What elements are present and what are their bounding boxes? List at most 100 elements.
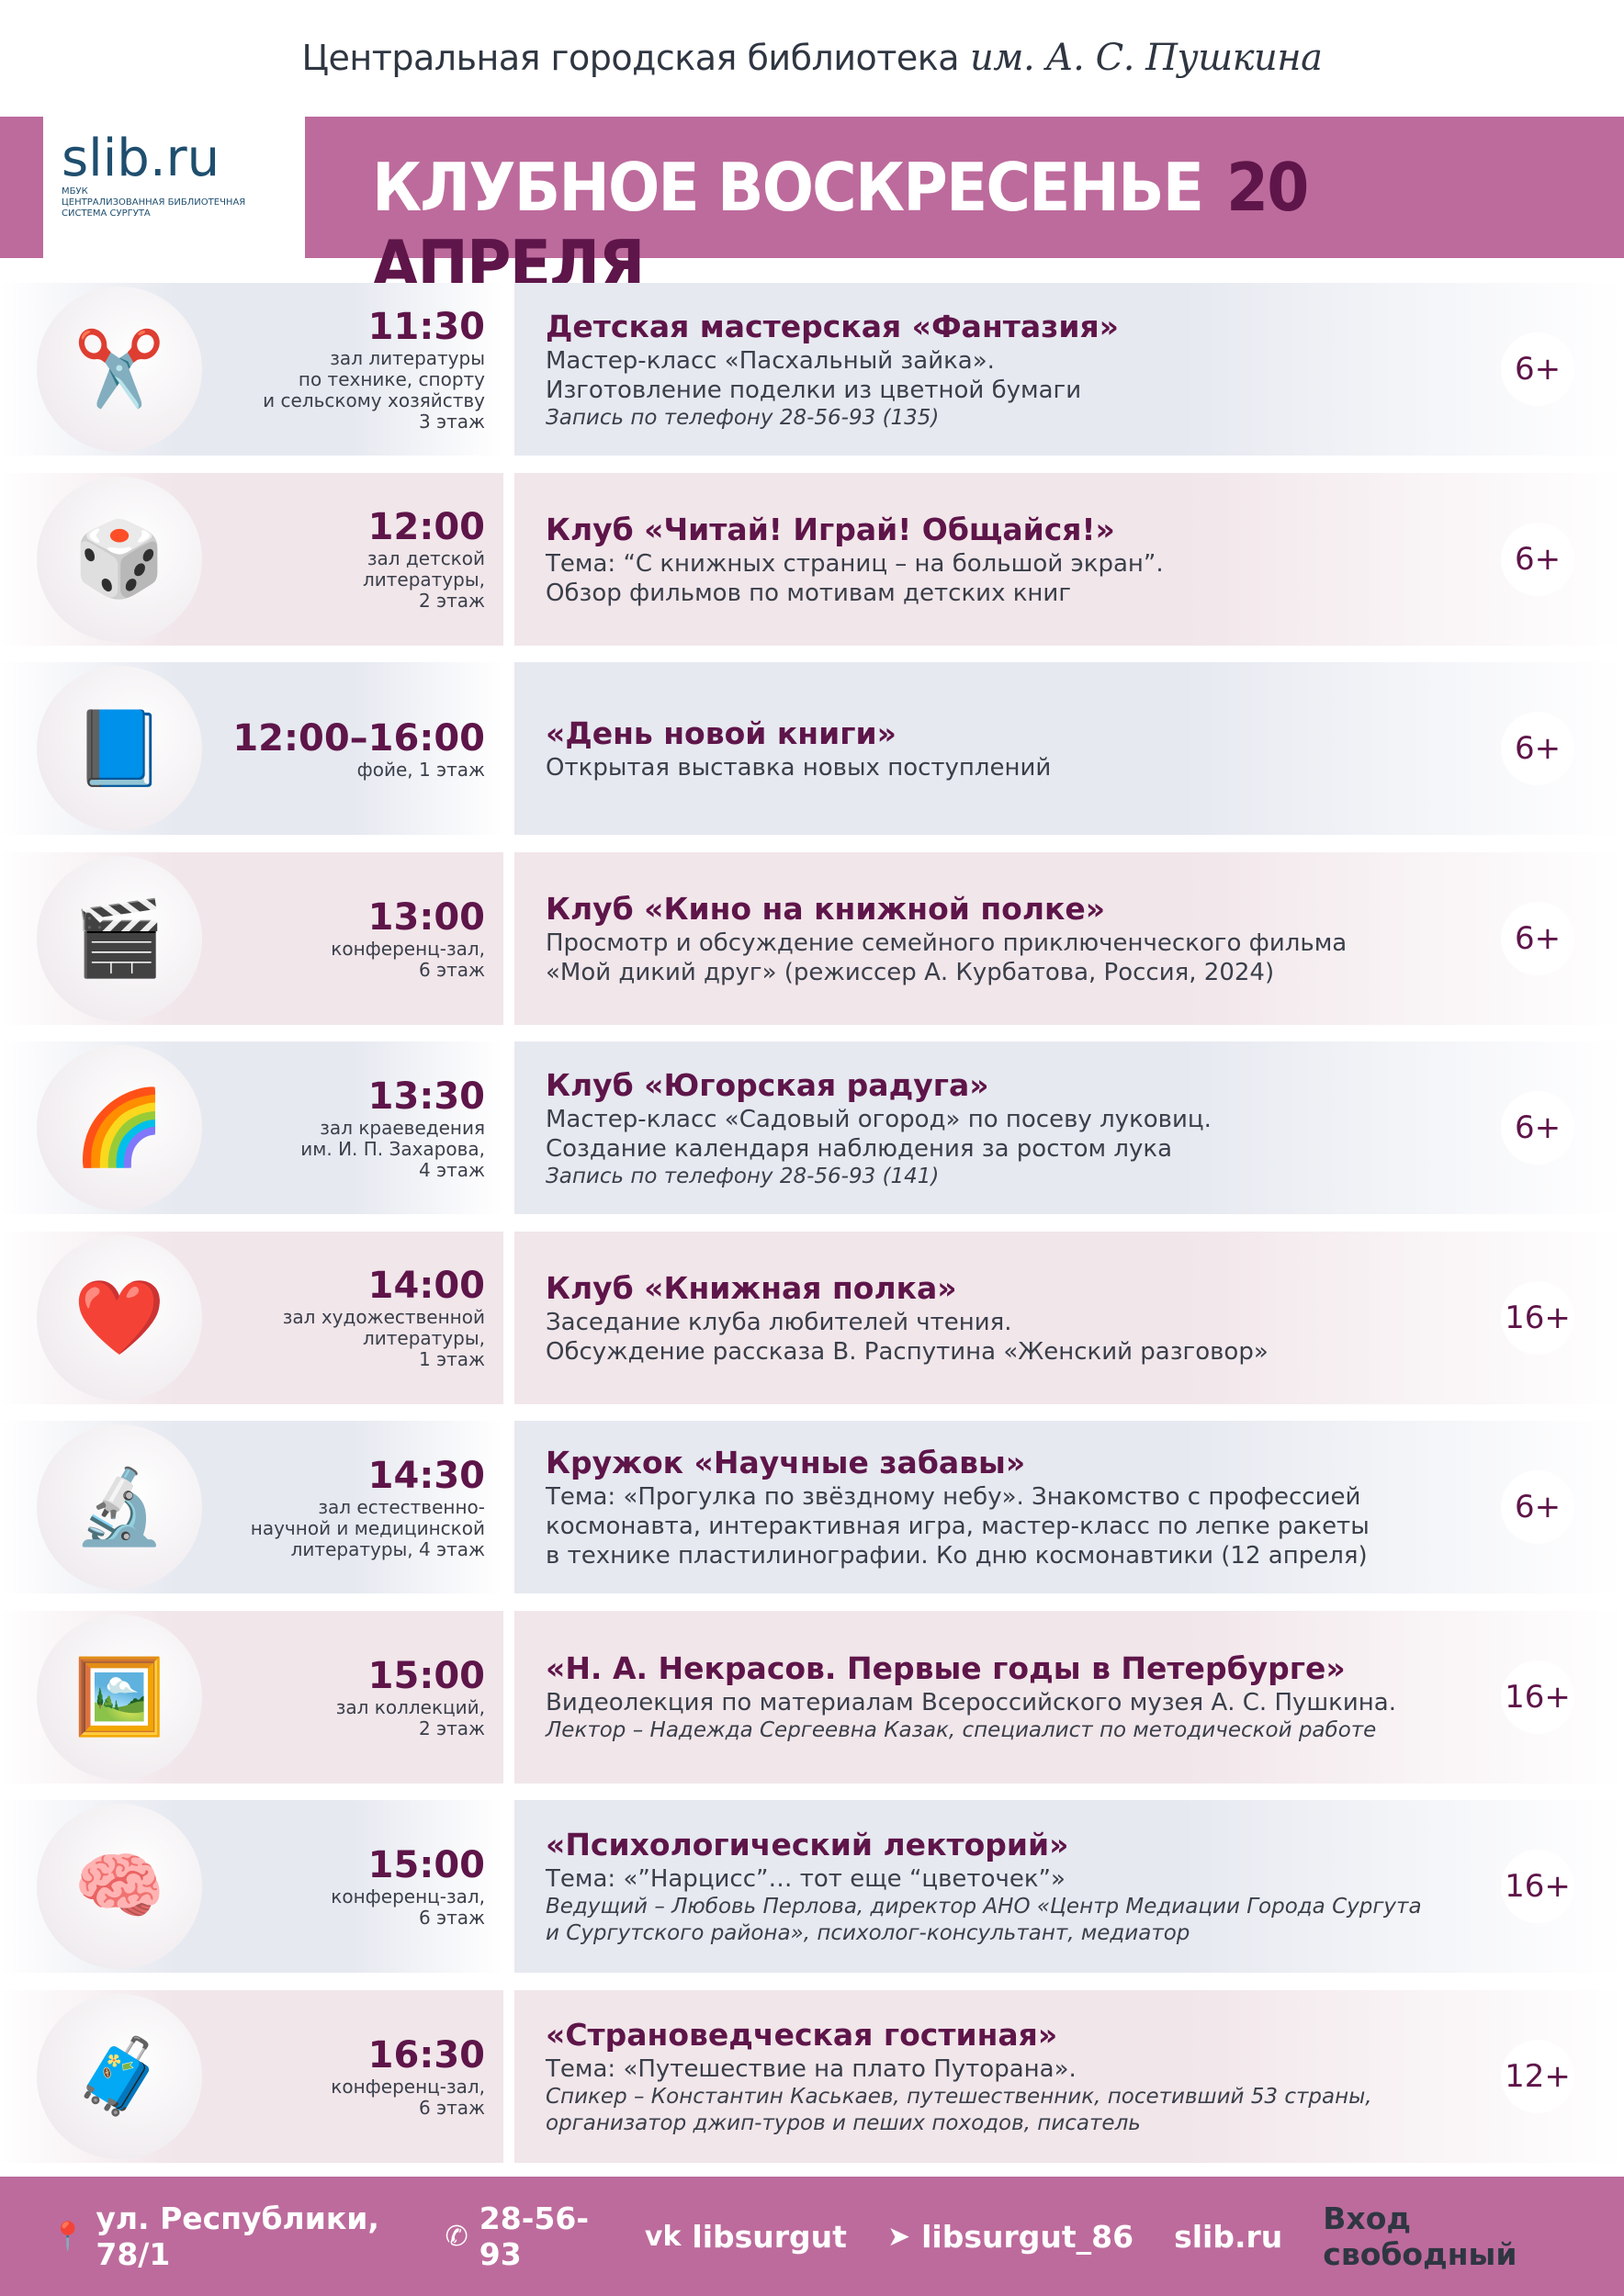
event-location: по технике, спорту	[298, 368, 485, 390]
event-title: Клуб «Читай! Играй! Общайся!»	[546, 511, 1115, 547]
event-location: зал литературы	[330, 347, 485, 369]
event-note: Ведущий – Любовь Перлова, директор АНО «…	[546, 1895, 1422, 1919]
rainbow-icon: 🌈	[37, 1045, 202, 1210]
event-location: литературы, 4 этаж	[290, 1537, 485, 1560]
event-time: 12:00–16:00	[232, 716, 485, 760]
event-location: фойе, 1 этаж	[356, 758, 485, 781]
event-location: 4 этаж	[419, 1158, 485, 1181]
event-content-cell: Детская мастерская «Фантазия» Мастер-кла…	[514, 283, 1624, 456]
library-name: Центральная городская библиотека	[301, 38, 960, 78]
event-time-block: 11:30 зал литературы по технике, спорту и …	[154, 306, 485, 433]
event-row: 🎬 13:00 конференц-зал, 6 этаж Клуб «Кино …	[0, 851, 1624, 1025]
signature: им. А. С. Пушкина	[970, 37, 1323, 79]
event-time-block: 12:00 зал детской литературы, 2 этаж	[154, 506, 485, 612]
event-description: в технике пластилинографии. Ко дню космо…	[546, 1542, 1368, 1570]
event-description: Мастер-класс «Садовый огород» по посеву …	[546, 1105, 1212, 1133]
title-text: КЛУБНОЕ ВОСКРЕСЕНЬЕ	[372, 149, 1204, 226]
scissors-paper-icon: ✂️	[37, 287, 202, 452]
event-note: организатор джип-туров и пеших походов, …	[546, 2110, 1141, 2135]
event-time-cell: 🎲 12:00 зал детской литературы, 2 этаж	[0, 472, 503, 646]
event-content-cell: «Н. А. Некрасов. Первые годы в Петербург…	[514, 1610, 1624, 1784]
event-location: 6 этаж	[419, 958, 485, 981]
age-badge: 16+	[1501, 1280, 1574, 1355]
event-row: 🌈 13:30 зал краеведения им. И. П. Захаров…	[0, 1041, 1624, 1214]
event-time-block: 13:30 зал краеведения им. И. П. Захарова,…	[154, 1075, 485, 1181]
event-location: конференц-зал,	[331, 1885, 485, 1908]
event-title: Клуб «Кино на книжной полке»	[546, 890, 1106, 927]
event-time-cell: 🎬 13:00 конференц-зал, 6 этаж	[0, 851, 503, 1025]
event-time-cell: ❤️ 14:00 зал художественной литературы, 1 …	[0, 1231, 503, 1404]
event-location: им. И. П. Захарова,	[300, 1137, 485, 1160]
age-badge: 16+	[1501, 1850, 1574, 1923]
event-content: Клуб «Книжная полка» Заседание клуба люб…	[546, 1269, 1464, 1367]
event-title: Клуб «Книжная полка»	[546, 1269, 957, 1306]
event-row: ❤️ 14:00 зал художественной литературы, 1 …	[0, 1231, 1624, 1404]
event-time-block: 15:00 зал коллекций, 2 этаж	[154, 1655, 485, 1739]
event-title: «Н. А. Некрасов. Первые годы в Петербург…	[546, 1650, 1346, 1686]
event-content-cell: Клуб «Книжная полка» Заседание клуба люб…	[514, 1231, 1624, 1404]
phone-icon: ✆	[445, 2220, 468, 2253]
event-description: космонавта, интерактивная игра, мастер-к…	[546, 1513, 1370, 1540]
library-header: Центральная городская библиотека им. А. С…	[0, 37, 1624, 79]
age-badge: 6+	[1501, 901, 1574, 975]
event-content-cell: Клуб «Читай! Играй! Общайся!» Тема: “С к…	[514, 472, 1624, 646]
logo-domain: .ru	[149, 129, 220, 188]
event-note: Спикер – Константин Каськаев, путешестве…	[546, 2084, 1372, 2109]
logo-sub-1: МБУК	[62, 186, 88, 197]
event-title: «Страноведческая гостиная»	[546, 2016, 1058, 2053]
event-title: «День новой книги»	[546, 715, 897, 751]
event-note: Запись по телефону 28-56-93 (141)	[546, 1164, 940, 1188]
event-time-cell: 🌈 13:30 зал краеведения им. И. П. Захаров…	[0, 1041, 503, 1214]
event-content: «Страноведческая гостиная» Тема: «Путеше…	[546, 2016, 1464, 2137]
event-row: ✂️ 11:30 зал литературы по технике, спорт…	[0, 283, 1624, 456]
footer-vk[interactable]: libsurgut	[692, 2218, 847, 2255]
footer-address: ул. Республики, 78/1	[96, 2200, 379, 2272]
event-content: «Н. А. Некрасов. Первые годы в Петербург…	[546, 1649, 1464, 1744]
footer-telegram[interactable]: libsurgut_86	[921, 2218, 1134, 2255]
event-location: и сельскому хозяйству	[263, 389, 485, 411]
heart-books-icon: ❤️	[37, 1234, 202, 1401]
event-time: 15:00	[367, 1844, 485, 1886]
event-time-block: 14:00 зал художественной литературы, 1 эта…	[154, 1265, 485, 1370]
event-location: зал краеведения	[320, 1116, 485, 1139]
event-row: 🖼️ 15:00 зал коллекций, 2 этаж «Н. А. Нек…	[0, 1610, 1624, 1784]
banner: slib.ru МБУК ЦЕНТРАЛИЗОВАННАЯ БИБЛИОТЕЧН…	[0, 117, 1624, 303]
event-content: «Психологический лекторий» Тема: «”Нарци…	[546, 1826, 1464, 1947]
event-location: научной и медицинской	[250, 1516, 485, 1539]
age-badge: 12+	[1501, 2039, 1574, 2113]
event-time: 16:30	[367, 2033, 485, 2077]
event-content: Клуб «Югорская радуга» Мастер-класс «Сад…	[546, 1066, 1464, 1190]
event-location: конференц-зал,	[331, 2075, 485, 2098]
event-description: Создание календаря наблюдения за ростом …	[546, 1134, 1173, 1163]
logo-sub-2: ЦЕНТРАЛИЗОВАННАЯ БИБЛИОТЕЧНАЯ	[62, 197, 246, 208]
event-time-block: 15:00 конференц-зал, 6 этаж	[154, 1844, 485, 1929]
event-row: 🧠 15:00 конференц-зал, 6 этаж «Психологич…	[0, 1800, 1624, 1973]
footer-phone[interactable]: 28-56-93	[479, 2200, 590, 2272]
event-time: 14:30	[367, 1454, 485, 1497]
event-time-cell: 📘 12:00–16:00 фойе, 1 этаж	[0, 662, 503, 835]
suitcase-icon: 🧳	[37, 1993, 202, 2159]
event-location: 2 этаж	[419, 1716, 485, 1739]
event-description: Видеолекция по материалам Всероссийского…	[546, 1689, 1396, 1716]
location-pin-icon: 📍	[51, 2220, 85, 2253]
event-description: Заседание клуба любителей чтения.	[546, 1308, 1012, 1336]
event-time: 11:30	[367, 306, 485, 348]
event-time-cell: 🧠 15:00 конференц-зал, 6 этаж	[0, 1800, 503, 1973]
event-time-block: 12:00–16:00 фойе, 1 этаж	[154, 717, 485, 781]
event-content-cell: Кружок «Научные забавы» Тема: «Прогулка …	[514, 1421, 1624, 1593]
event-location: зал художественной	[282, 1306, 485, 1328]
event-time-cell: 🔬 14:30 зал естественно-научной и медици…	[0, 1421, 503, 1593]
event-time: 12:00	[367, 506, 485, 548]
footer-entry: Вход свободный	[1323, 2200, 1517, 2272]
age-badge: 6+	[1501, 1091, 1574, 1165]
event-description: Обсуждение рассказа В. Распутина «Женски…	[546, 1337, 1269, 1366]
event-location: 6 этаж	[419, 1907, 485, 1929]
age-badge: 6+	[1501, 712, 1574, 785]
event-location: зал естественно-	[318, 1495, 485, 1518]
event-note: Запись по телефону 28-56-93 (135)	[546, 405, 940, 430]
event-description: Тема: «”Нарцисс”… тот еще “цветочек”»	[546, 1865, 1066, 1893]
science-icon: 🔬	[37, 1424, 202, 1590]
event-time-block: 13:00 конференц-зал, 6 этаж	[154, 896, 485, 981]
footer-site[interactable]: slib.ru	[1174, 2218, 1283, 2255]
pushkin-portrait-icon: 🖼️	[37, 1614, 202, 1780]
